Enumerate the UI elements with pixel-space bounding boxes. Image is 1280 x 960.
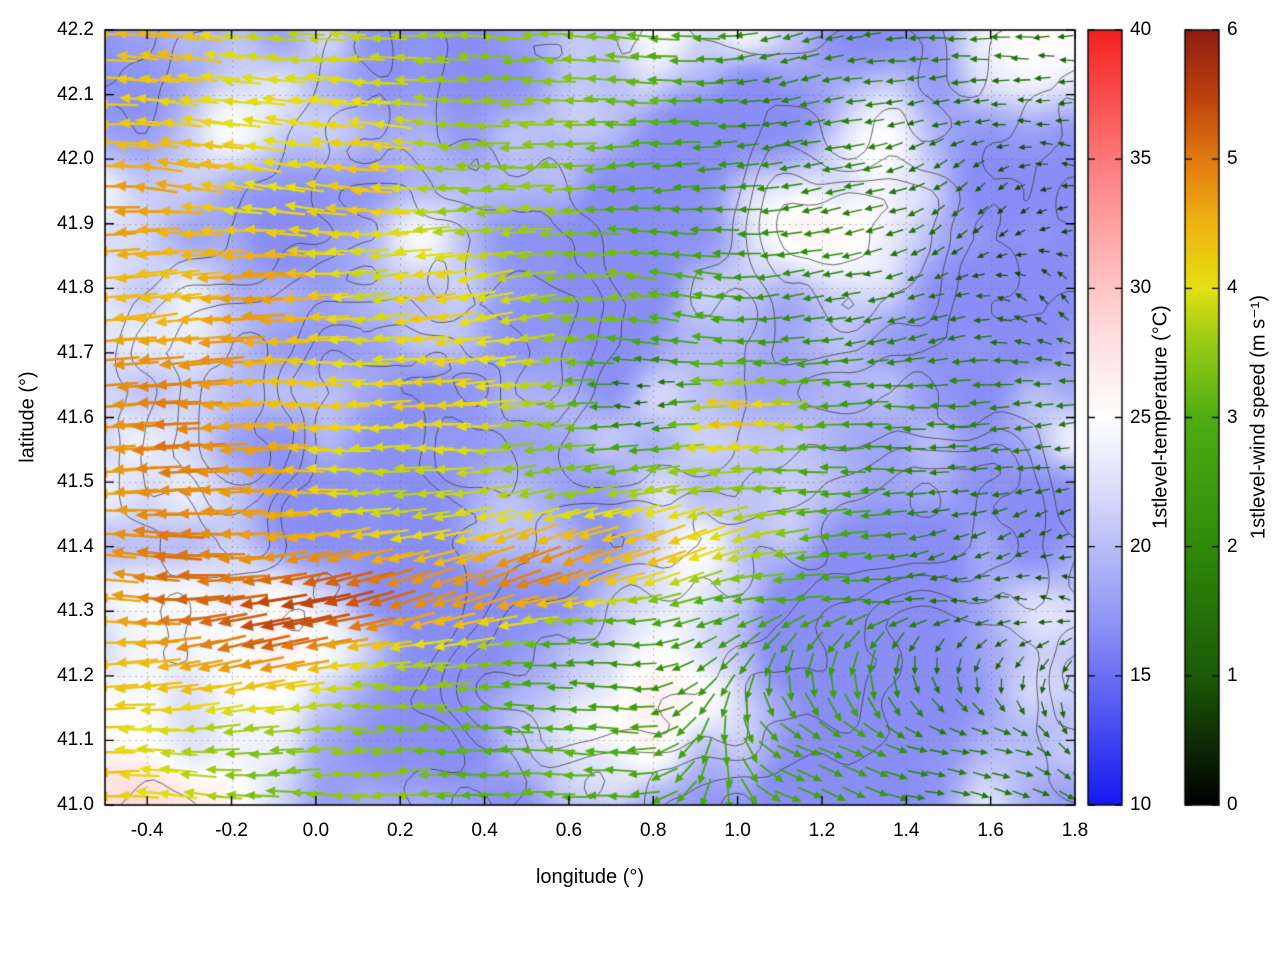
x-tick-label: 0.8 [640, 820, 667, 841]
wind-speed-colorbar-tick-label: 5 [1227, 148, 1238, 170]
y-tick-label: 41.8 [57, 277, 94, 299]
x-tick-label: 1.8 [1061, 820, 1089, 841]
wind-speed-colorbar-tick-label: 0 [1227, 794, 1238, 815]
y-tick-label: 41.1 [57, 729, 94, 751]
x-tick-label: 0.6 [555, 820, 583, 841]
x-tick-label: 1.2 [808, 820, 836, 841]
x-axis-title: longitude (°) [535, 866, 645, 888]
wind-speed-colorbar-tick-label: 3 [1227, 406, 1238, 428]
y-tick-label: 41.4 [57, 535, 94, 557]
x-tick-label: 1.6 [977, 820, 1004, 841]
temperature-colorbar-tick-label: 30 [1130, 277, 1152, 299]
y-tick-label: 42.2 [57, 19, 94, 40]
temperature-colorbar-tick-label: 20 [1130, 535, 1152, 557]
wind-speed-colorbar-title: 1stlevel-wind speed (m s⁻¹) [1247, 295, 1270, 539]
x-tick-label: -0.4 [130, 820, 164, 841]
x-tick-label: 1.0 [724, 820, 751, 841]
y-tick-label: 41.2 [57, 664, 94, 686]
wind-speed-colorbar-tick-label: 2 [1227, 535, 1238, 557]
temperature-colorbar-tick-label: 25 [1130, 406, 1152, 428]
y-tick-label: 41.9 [57, 212, 94, 234]
x-tick-label: -0.2 [215, 820, 248, 841]
x-tick-label: 0.4 [471, 820, 498, 841]
x-tick-label: 1.4 [893, 820, 920, 841]
temperature-colorbar-tick-label: 40 [1130, 19, 1152, 40]
temperature-colorbar-tick-label: 35 [1130, 148, 1152, 170]
y-tick-label: 41.6 [57, 406, 94, 428]
wind-speed-colorbar-tick-label: 1 [1227, 664, 1238, 686]
y-tick-label: 41.5 [57, 471, 94, 493]
y-tick-label: 42.0 [57, 148, 94, 170]
wind-speed-colorbar-tick-label: 4 [1227, 277, 1238, 299]
x-tick-label: 0.0 [302, 820, 330, 841]
y-tick-label: 41.7 [57, 341, 94, 363]
wind-speed-colorbar-tick-label: 6 [1227, 19, 1238, 40]
x-tick-label: 0.2 [386, 820, 414, 841]
temperature-colorbar-tick-label: 10 [1130, 794, 1152, 815]
temperature-colorbar-title: 1stlevel-temperature (°C) [1149, 305, 1172, 529]
temperature-colorbar-tick-label: 15 [1130, 664, 1152, 686]
y-tick-label: 41.3 [57, 600, 94, 622]
y-tick-label: 41.0 [57, 794, 94, 815]
y-tick-label: 42.1 [57, 83, 94, 105]
